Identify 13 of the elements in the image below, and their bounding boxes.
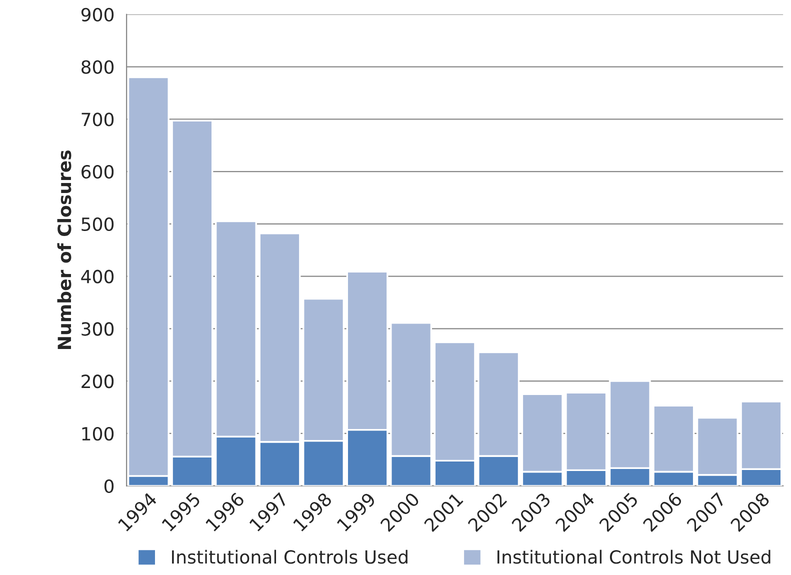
y-axis-title: Number of Closures xyxy=(57,150,72,349)
y-tick-label: 900 xyxy=(81,8,114,22)
y-tick-label: 600 xyxy=(82,165,114,179)
y-tick-label: 800 xyxy=(82,60,114,74)
y-tick-label: 200 xyxy=(82,374,114,388)
y-tick-label: 500 xyxy=(82,217,114,232)
legend-label: Institutional Controls Used xyxy=(172,550,408,564)
y-tick-label: 700 xyxy=(82,112,114,126)
y-tick-label: 100 xyxy=(82,426,114,441)
legend-label: Institutional Controls Not Used xyxy=(497,550,770,564)
y-tick-label: 0 xyxy=(104,479,114,493)
y-tick-label: 300 xyxy=(82,322,114,336)
y-tick-label: 400 xyxy=(81,270,114,284)
